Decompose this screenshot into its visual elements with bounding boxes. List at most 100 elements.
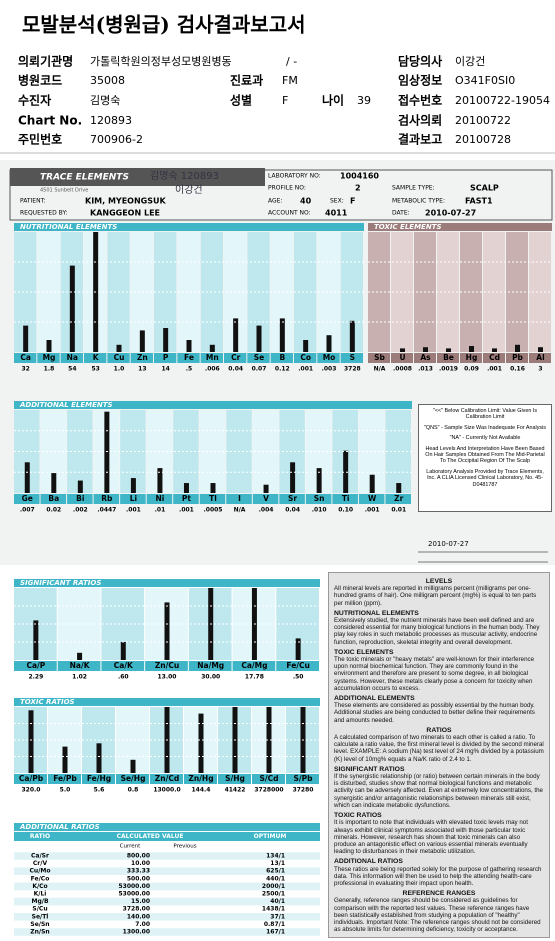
- ratio-value: 7.00: [135, 921, 150, 928]
- info-label: AGE:: [268, 198, 282, 205]
- bar: [24, 462, 30, 493]
- ratio-value: 3728.00: [123, 906, 150, 913]
- ratio-optimum: 0.87/1: [264, 921, 285, 928]
- note-heading: ADDITIONAL RATIOS: [334, 858, 403, 866]
- bar: [104, 411, 110, 493]
- ratio-optimum: 134/1: [266, 853, 285, 860]
- name-cell: [252, 774, 285, 784]
- column: [177, 232, 200, 352]
- element-result: 320.0: [22, 787, 41, 794]
- name-cell: [57, 661, 101, 671]
- element-result: .0008: [393, 366, 412, 373]
- ratio-value: 800.00: [127, 853, 150, 860]
- element-name: Pb: [512, 353, 523, 362]
- element-result: 0.04: [285, 507, 300, 514]
- name-cell: [358, 494, 385, 504]
- bar: [210, 483, 216, 493]
- element-name: Zn/Hg: [188, 774, 213, 783]
- bar: [77, 652, 83, 660]
- separator: [0, 152, 555, 154]
- name-cell: [82, 774, 115, 784]
- section-title: NUTRITIONAL ELEMENTS: [20, 223, 117, 231]
- name-cell: [116, 774, 149, 784]
- ratio-name: Ca/Sr: [31, 853, 49, 860]
- note-text: These ratios are being reported solely f…: [334, 865, 542, 887]
- note-text: Generally, reference ranges should be co…: [334, 897, 541, 934]
- field-label: 진료과: [230, 73, 263, 88]
- ratio-optimum: 1438/1: [262, 906, 285, 913]
- element-name: K: [93, 353, 100, 362]
- name-cell: [14, 353, 37, 363]
- legend-notes: "<<" Below Calibration Limit: Value Give…: [418, 404, 552, 512]
- column-head: CALCULATED VALUE: [117, 833, 184, 840]
- element-name: Sr: [288, 494, 297, 503]
- name-cell: [317, 353, 340, 363]
- field-label: 결과보고: [398, 132, 442, 147]
- note-text: The toxic minerals or "heavy metals" are…: [334, 656, 535, 692]
- element-result: .001: [179, 507, 194, 514]
- column: [460, 232, 482, 352]
- element-name: Tl: [209, 494, 217, 503]
- ratio-value: 500.00: [127, 875, 150, 882]
- element-name: Fe/Pb: [53, 774, 77, 783]
- ratio-optimum: 625/1: [266, 868, 285, 875]
- note-text: All mineral levels are reported in milli…: [334, 585, 537, 607]
- field-value: 이강건: [455, 55, 485, 68]
- name-cell: [177, 353, 200, 363]
- section-title-bar: [14, 223, 364, 231]
- element-name: Hg: [466, 353, 478, 362]
- name-cell: [218, 774, 251, 784]
- element-name: Na: [67, 353, 78, 362]
- element-result: 53: [91, 366, 99, 373]
- ratio-value: 53000.00: [118, 891, 150, 898]
- element-name: As: [420, 353, 431, 362]
- name-cell: [130, 353, 153, 363]
- element-name: Ca/Pb: [19, 774, 44, 783]
- lab-name: TRACE ELEMENTS: [40, 173, 129, 183]
- element-name: Mn: [206, 353, 219, 362]
- table-head: [14, 832, 320, 841]
- note-text: These elements are considered as possibl…: [334, 702, 535, 724]
- name-cell: [150, 774, 183, 784]
- element-result: .0447: [97, 507, 116, 514]
- title: 모발분석(병원급) 검사결과보고서: [22, 13, 306, 37]
- bar: [290, 462, 296, 493]
- field-value: 700906-2: [90, 133, 143, 146]
- element-result: 13000.0: [153, 787, 180, 794]
- name-cell: [14, 774, 47, 784]
- ratio-name: K/Co: [32, 883, 47, 890]
- ratio-value: 1300.00: [123, 929, 150, 936]
- section-title: SIGNIFICANT RATIOS: [20, 579, 101, 587]
- element-name: Se: [254, 353, 265, 362]
- bar: [538, 347, 543, 352]
- field-value: / -: [286, 55, 297, 68]
- element-result: .50: [293, 674, 304, 681]
- lab-address: 4501 Sunbelt Drive: [40, 188, 88, 194]
- bar: [266, 707, 272, 773]
- field-value: 20100728: [455, 133, 511, 146]
- name-cell: [67, 494, 93, 504]
- column: [317, 232, 340, 352]
- note-text: A calculated comparison of two minerals …: [334, 734, 544, 763]
- ratio-name: K/Li: [34, 891, 47, 898]
- element-result: 3: [538, 366, 542, 373]
- name-cell: [48, 774, 81, 784]
- bar: [139, 330, 145, 352]
- element-result: 0.09: [464, 366, 479, 373]
- element-result: 5.0: [60, 787, 71, 794]
- element-result: N/A: [374, 366, 386, 373]
- element-name: Ca/K: [114, 661, 134, 670]
- element-result: 0.07: [252, 366, 267, 373]
- legend-note: Laboratory Analysis Provided by Trace El…: [426, 468, 544, 488]
- name-cell: [286, 774, 319, 784]
- element-result: 5.6: [94, 787, 105, 794]
- bar: [23, 325, 29, 352]
- name-cell: [224, 353, 247, 363]
- bar: [157, 468, 163, 493]
- element-name: Ge: [22, 494, 33, 503]
- info-value: 40: [300, 197, 312, 206]
- bar: [492, 348, 497, 352]
- bar: [256, 325, 262, 352]
- element-name: S/Cd: [259, 774, 278, 783]
